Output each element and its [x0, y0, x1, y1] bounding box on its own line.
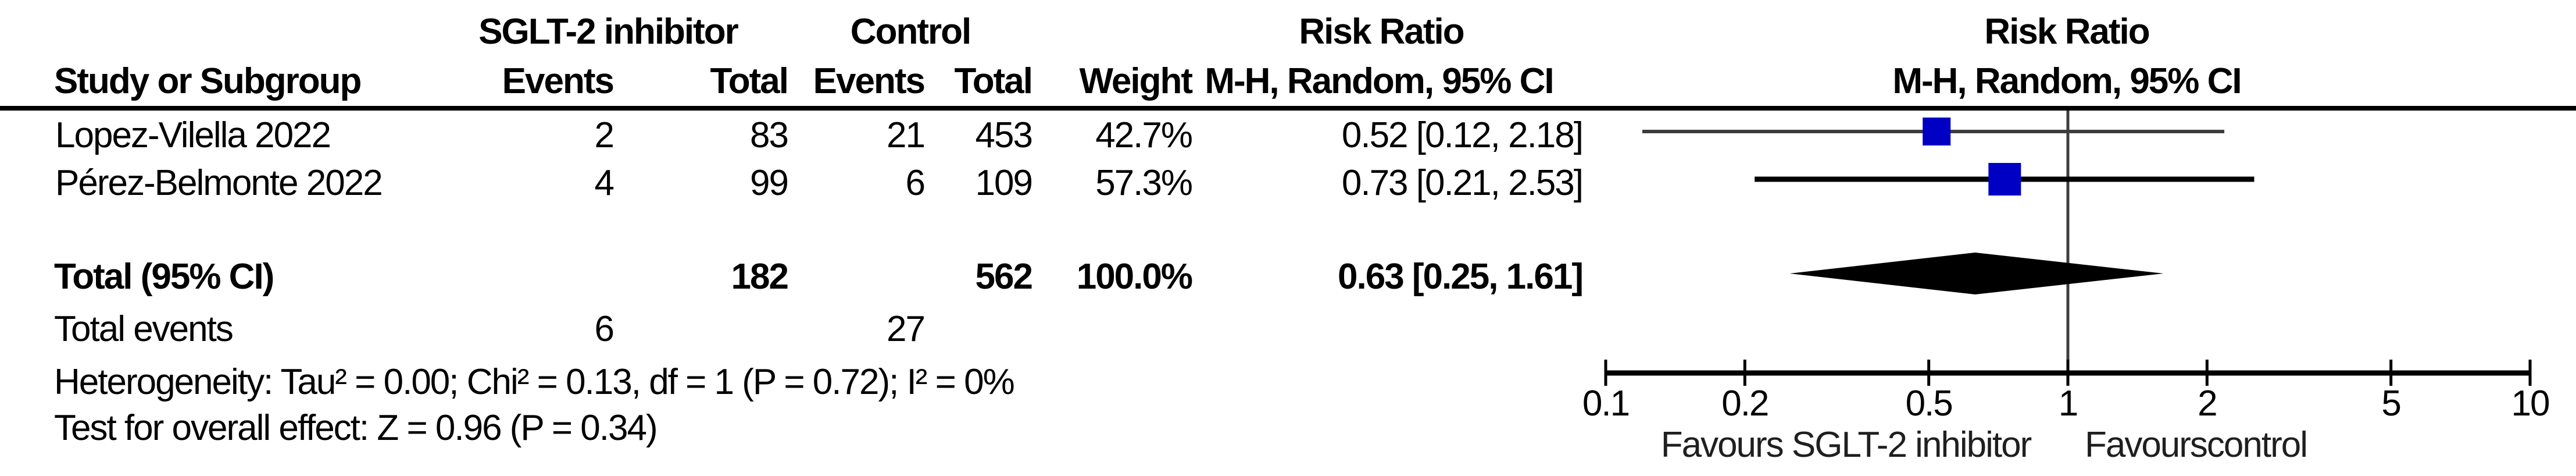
study-weight-square — [1923, 118, 1951, 145]
favours-left-label: Favours SGLT-2 inhibitor — [1660, 425, 2032, 465]
study-weight-square — [1988, 163, 2021, 196]
total-weight: 100.0% — [1076, 257, 1193, 297]
column-group-control: Control — [850, 12, 971, 52]
rr-ci-value: 0.52 [0.12, 2.18] — [1341, 115, 1584, 155]
total-events-label: Total events — [54, 309, 234, 349]
rr-ci-value: 0.73 [0.21, 2.53] — [1341, 163, 1584, 203]
header-events-experimental: Events — [502, 61, 614, 101]
total-experimental-n: 182 — [731, 257, 789, 297]
header-separator-line — [0, 106, 2576, 111]
study-name: Pérez-Belmonte 2022 — [55, 163, 383, 203]
header-total-control: Total — [954, 61, 1033, 101]
header-total-experimental: Total — [710, 61, 789, 101]
axis-tick-label: 5 — [2381, 383, 2402, 424]
column-group-risk-ratio-plot: Risk Ratio — [1984, 12, 2150, 52]
events-control-value: 6 — [905, 163, 926, 203]
total-control-value: 109 — [975, 163, 1033, 203]
events-control-value: 21 — [887, 115, 926, 155]
heterogeneity-stats: Heterogeneity: Tau² = 0.00; Chi² = 0.13,… — [54, 362, 1015, 402]
weight-value: 42.7% — [1095, 115, 1193, 155]
weight-value: 57.3% — [1095, 163, 1193, 203]
events-experimental-value: 4 — [594, 163, 615, 203]
favours-right-label: Favourscontrol — [2084, 425, 2308, 465]
axis-tick-label: 0.5 — [1905, 383, 1953, 424]
header-weight: Weight — [1079, 61, 1193, 101]
study-name: Lopez-Vilella 2022 — [55, 115, 331, 155]
axis-tick-label: 0.2 — [1721, 383, 1769, 424]
total-rr-ci: 0.63 [0.25, 1.61] — [1338, 257, 1584, 297]
total-events-experimental: 6 — [594, 309, 615, 349]
axis-tick-label: 0.1 — [1582, 383, 1630, 424]
axis-tick-label: 1 — [2058, 383, 2079, 424]
header-rr-method-text: M-H, Random, 95% CI — [1205, 61, 1554, 101]
events-experimental-value: 2 — [594, 115, 615, 155]
summary-diamond — [1789, 253, 2164, 294]
total-events-control: 27 — [887, 309, 926, 349]
header-rr-method-plot: M-H, Random, 95% CI — [1892, 61, 2242, 101]
overall-effect-test: Test for overall effect: Z = 0.96 (P = 0… — [54, 408, 658, 448]
column-group-experimental: SGLT-2 inhibitor — [478, 12, 739, 52]
total-experimental-value: 99 — [750, 163, 789, 203]
total-label: Total (95% CI) — [54, 257, 274, 297]
header-study: Study or Subgroup — [54, 61, 362, 101]
axis-tick-label: 10 — [2511, 383, 2550, 424]
header-events-control: Events — [813, 61, 926, 101]
column-group-risk-ratio-text: Risk Ratio — [1299, 12, 1464, 52]
total-control-value: 453 — [975, 115, 1033, 155]
total-control-n: 562 — [975, 257, 1033, 297]
total-experimental-value: 83 — [750, 115, 789, 155]
axis-tick-label: 2 — [2198, 383, 2218, 424]
